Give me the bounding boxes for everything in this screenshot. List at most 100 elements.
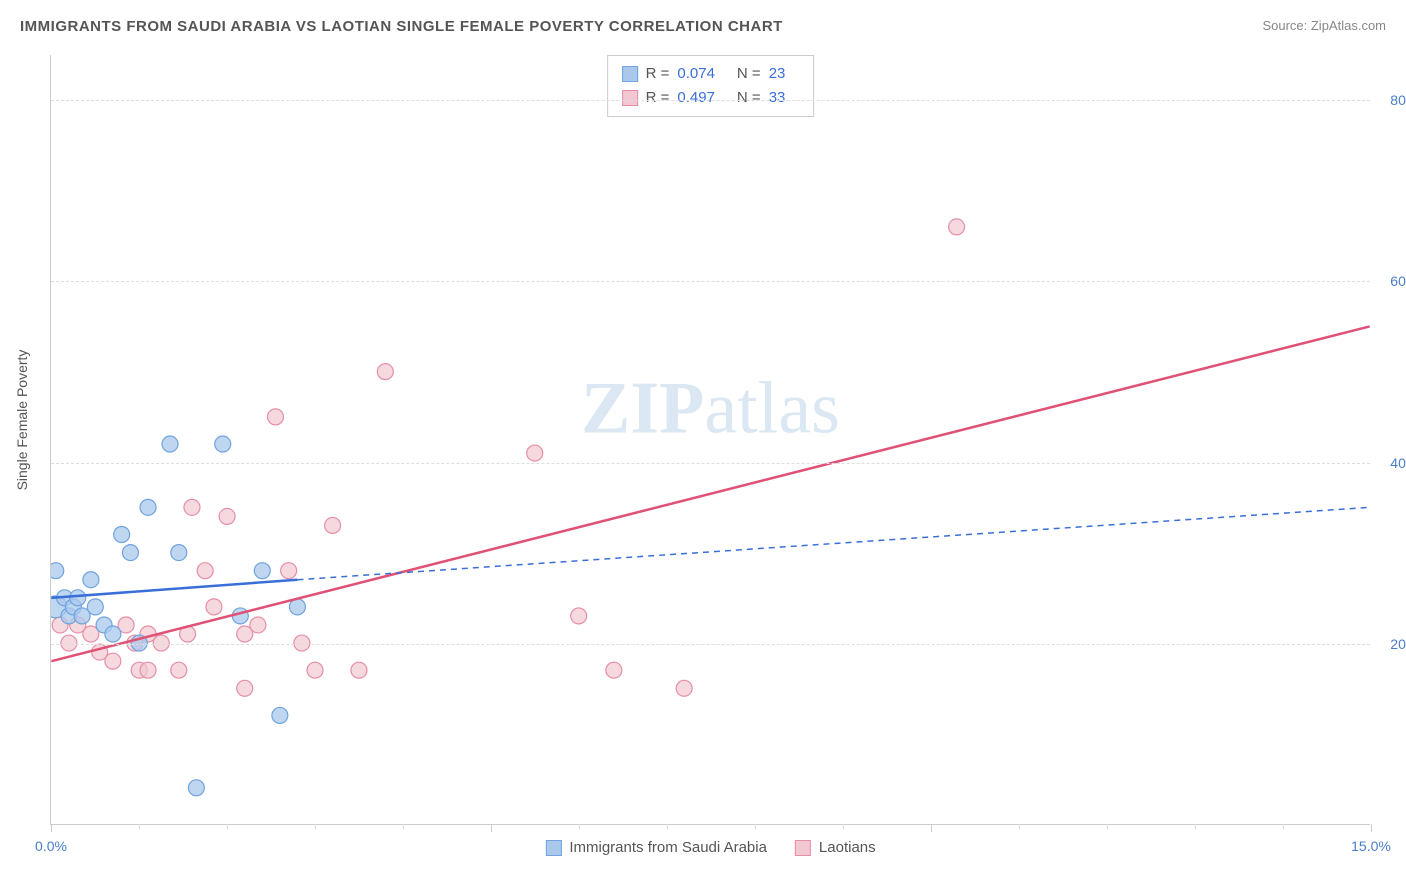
bottom-legend: Immigrants from Saudi Arabia Laotians (545, 839, 875, 856)
xtick-label: 0.0% (35, 838, 67, 854)
laotian-point (267, 409, 283, 425)
chart-container: IMMIGRANTS FROM SAUDI ARABIA VS LAOTIAN … (0, 0, 1406, 892)
xtick-minor (1107, 824, 1108, 829)
stat-r-value-laotian: 0.497 (677, 86, 715, 110)
stats-row-saudi: R = 0.074 N = 23 (622, 62, 800, 86)
saudi-point (140, 499, 156, 515)
saudi-point (74, 608, 90, 624)
saudi-point (254, 563, 270, 579)
stat-n-label: N = (737, 62, 761, 86)
gridline (51, 281, 1370, 282)
laotian-point (307, 662, 323, 678)
saudi-point (51, 563, 64, 579)
saudi-point (70, 590, 86, 606)
laotian-point (676, 680, 692, 696)
laotian-point (237, 626, 253, 642)
trendline-saudi-solid (51, 580, 297, 598)
laotian-point (131, 662, 147, 678)
saudi-point (232, 608, 248, 624)
saudi-point (215, 436, 231, 452)
xtick-minor (667, 824, 668, 829)
trendline-saudi-dashed (297, 507, 1369, 579)
saudi-point (65, 599, 81, 615)
stat-n-value-saudi: 23 (769, 62, 786, 86)
xtick-minor (1283, 824, 1284, 829)
legend-item-saudi: Immigrants from Saudi Arabia (545, 839, 767, 856)
xtick-minor (403, 824, 404, 829)
xtick-minor (1195, 824, 1196, 829)
gridline (51, 463, 1370, 464)
svg-layer (51, 55, 1370, 824)
xtick-minor (1019, 824, 1020, 829)
stat-n-value-laotian: 33 (769, 86, 786, 110)
laotian-point (281, 563, 297, 579)
swatch-saudi (622, 66, 638, 82)
laotian-point (351, 662, 367, 678)
swatch-saudi (545, 840, 561, 856)
saudi-point (51, 596, 67, 618)
ytick-label: 20.0% (1390, 636, 1406, 652)
laotian-point (325, 517, 341, 533)
xtick-minor (755, 824, 756, 829)
ytick-label: 60.0% (1390, 273, 1406, 289)
laotian-point (571, 608, 587, 624)
laotian-point (140, 626, 156, 642)
y-axis-label: Single Female Poverty (14, 350, 30, 491)
laotian-point (184, 499, 200, 515)
laotian-point (92, 644, 108, 660)
legend-label-laotian: Laotians (819, 839, 876, 856)
saudi-point (114, 527, 130, 543)
xtick-minor (843, 824, 844, 829)
saudi-point (83, 572, 99, 588)
saudi-point (61, 608, 77, 624)
saudi-point (96, 617, 112, 633)
stats-row-laotian: R = 0.497 N = 33 (622, 86, 800, 110)
gridline (51, 644, 1370, 645)
saudi-point (105, 626, 121, 642)
laotian-point (206, 599, 222, 615)
stats-box: R = 0.074 N = 23 R = 0.497 N = 33 (607, 55, 815, 117)
laotian-point (83, 626, 99, 642)
laotian-point (197, 563, 213, 579)
plot-area: ZIPatlas R = 0.074 N = 23 R = 0.497 N = … (50, 55, 1370, 825)
swatch-laotian (622, 90, 638, 106)
saudi-point (122, 545, 138, 561)
xtick (1371, 824, 1372, 832)
xtick-minor (227, 824, 228, 829)
saudi-point (57, 590, 73, 606)
stat-n-label: N = (737, 86, 761, 110)
chart-title: IMMIGRANTS FROM SAUDI ARABIA VS LAOTIAN … (20, 18, 783, 35)
gridline (51, 100, 1370, 101)
xtick (931, 824, 932, 832)
xtick-minor (579, 824, 580, 829)
laotian-point (250, 617, 266, 633)
saudi-point (87, 599, 103, 615)
chart-source: Source: ZipAtlas.com (1262, 18, 1386, 33)
xtick-minor (139, 824, 140, 829)
trendline-laotian (51, 326, 1369, 661)
laotian-point (237, 680, 253, 696)
laotian-point (949, 219, 965, 235)
watermark: ZIPatlas (581, 366, 840, 451)
laotian-point (118, 617, 134, 633)
saudi-point (188, 780, 204, 796)
xtick (491, 824, 492, 832)
laotian-point (171, 662, 187, 678)
ytick-label: 40.0% (1390, 455, 1406, 471)
laotian-point (105, 653, 121, 669)
laotian-point (377, 364, 393, 380)
legend-label-saudi: Immigrants from Saudi Arabia (569, 839, 767, 856)
laotian-point (180, 626, 196, 642)
xtick-minor (315, 824, 316, 829)
laotian-point (606, 662, 622, 678)
laotian-point (527, 445, 543, 461)
xtick-label: 15.0% (1351, 838, 1391, 854)
saudi-point (272, 707, 288, 723)
saudi-point (171, 545, 187, 561)
legend-item-laotian: Laotians (795, 839, 876, 856)
stat-r-value-saudi: 0.074 (677, 62, 715, 86)
saudi-point (162, 436, 178, 452)
laotian-point (219, 508, 235, 524)
stat-r-label: R = (646, 86, 670, 110)
laotian-point (140, 662, 156, 678)
